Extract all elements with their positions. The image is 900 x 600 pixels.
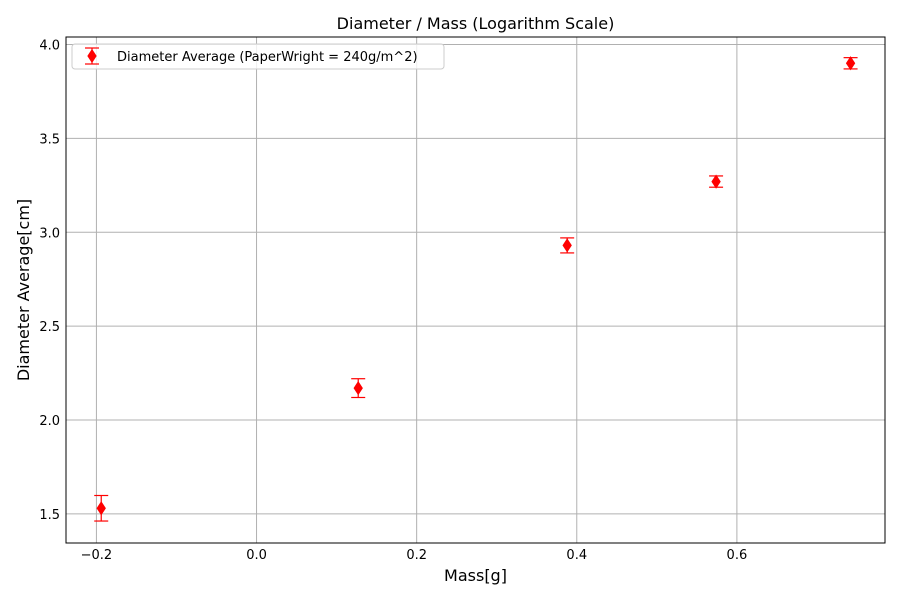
x-axis-ticks: −0.2 0.0 0.2 0.4 0.6 <box>81 548 748 563</box>
y-axis-label: Diameter Average[cm] <box>14 199 33 381</box>
legend-diamond-marker <box>87 48 97 64</box>
x-tick-label: 0.6 <box>727 548 748 563</box>
legend: Diameter Average (PaperWright = 240g/m^2… <box>71 43 445 70</box>
x-tick-label: −0.2 <box>81 548 113 563</box>
x-tick-label: 0.0 <box>246 548 267 563</box>
chart-title: Diameter / Mass (Logarithm Scale) <box>337 14 615 33</box>
grid-lines <box>66 37 885 543</box>
x-tick-label: 0.2 <box>406 548 427 563</box>
y-tick-label: 3.0 <box>39 226 60 241</box>
legend-marker <box>85 47 99 65</box>
plot-background <box>66 37 885 543</box>
y-tick-label: 1.5 <box>39 508 60 523</box>
x-tick-label: 0.4 <box>566 548 587 563</box>
series-0 <box>94 56 858 522</box>
data-point <box>845 56 856 71</box>
y-axis-ticks: 1.5 2.0 2.5 3.0 3.5 4.0 <box>39 39 60 523</box>
data-point <box>711 174 721 189</box>
series <box>94 56 858 522</box>
plot-frame <box>65 36 886 544</box>
y-tick-label: 2.5 <box>39 320 60 335</box>
y-tick-label: 2.0 <box>39 414 60 429</box>
data-point <box>353 380 363 396</box>
data-point <box>562 238 572 253</box>
x-axis-label: Mass[g] <box>444 566 507 585</box>
legend-label: Diameter Average (PaperWright = 240g/m^2… <box>117 50 418 65</box>
y-tick-label: 4.0 <box>39 39 60 54</box>
data-point <box>96 501 106 516</box>
y-tick-label: 3.5 <box>39 132 60 147</box>
plot-area <box>65 36 886 544</box>
legend-box <box>71 43 445 70</box>
